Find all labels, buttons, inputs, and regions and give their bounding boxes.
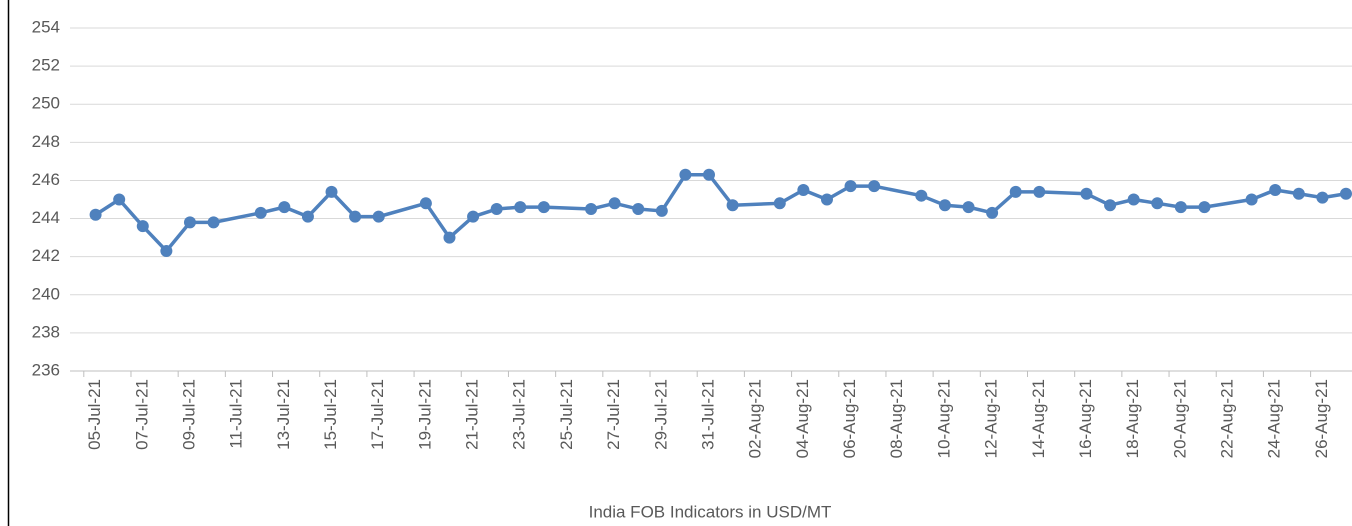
x-tick-label: 25-Jul-21 [557, 379, 576, 450]
x-tick-label: 19-Jul-21 [415, 379, 434, 450]
y-tick-label: 254 [32, 17, 60, 36]
data-point [1080, 187, 1093, 200]
data-point [89, 208, 102, 221]
x-tick-label: 29-Jul-21 [651, 379, 670, 450]
x-tick-label: 11-Jul-21 [227, 379, 246, 449]
data-point [254, 206, 267, 219]
y-tick-label: 246 [32, 170, 60, 189]
y-tick-label: 250 [32, 94, 60, 113]
data-point [679, 168, 692, 181]
x-tick-label: 24-Aug-21 [1265, 379, 1284, 458]
data-point [1316, 191, 1329, 204]
x-axis-title: India FOB Indicators in USD/MT [589, 502, 832, 521]
data-point [726, 199, 739, 212]
data-point [962, 201, 975, 214]
data-point [585, 203, 598, 216]
data-point [986, 206, 999, 219]
data-point [113, 193, 126, 206]
x-tick-label: 18-Aug-21 [1123, 379, 1142, 458]
data-point [514, 201, 527, 214]
y-tick-label: 236 [32, 360, 60, 379]
data-point [1198, 201, 1211, 214]
x-tick-label: 07-Jul-21 [132, 379, 151, 450]
data-point [703, 168, 715, 181]
x-tick-label: 26-Aug-21 [1312, 379, 1331, 458]
x-tick-label: 05-Jul-21 [85, 379, 104, 450]
data-point [1292, 187, 1305, 200]
data-point [655, 204, 668, 217]
data-point [160, 244, 173, 257]
data-point [490, 203, 503, 216]
data-point [1127, 193, 1140, 206]
y-tick-label: 244 [32, 208, 60, 227]
data-point [844, 180, 857, 193]
data-point [136, 220, 149, 233]
x-tick-label: 20-Aug-21 [1170, 379, 1189, 458]
x-tick-label: 10-Aug-21 [934, 379, 953, 458]
x-tick-label: 12-Aug-21 [982, 379, 1001, 458]
data-point [938, 199, 951, 212]
data-point [419, 197, 432, 210]
x-tick-label: 22-Aug-21 [1218, 379, 1237, 458]
data-point [467, 210, 480, 223]
x-tick-label: 14-Aug-21 [1029, 379, 1048, 458]
x-tick-label: 27-Jul-21 [604, 379, 623, 450]
y-tick-label: 252 [32, 56, 60, 75]
x-tick-label: 16-Aug-21 [1076, 379, 1095, 458]
x-tick-label: 13-Jul-21 [274, 379, 293, 450]
data-point [1340, 187, 1352, 200]
data-point [820, 193, 833, 206]
data-point [1151, 197, 1164, 210]
y-tick-label: 240 [32, 284, 60, 303]
x-tick-label: 09-Jul-21 [179, 379, 198, 450]
data-point [1033, 185, 1046, 198]
x-tick-label: 21-Jul-21 [463, 379, 482, 450]
y-tick-label: 238 [32, 322, 60, 341]
y-tick-label: 242 [32, 246, 60, 265]
data-point [278, 201, 291, 214]
data-point [915, 189, 928, 202]
data-point [301, 210, 314, 223]
data-point [1269, 183, 1282, 196]
data-point [868, 180, 881, 193]
x-tick-label: 04-Aug-21 [793, 379, 812, 458]
x-tick-label: 06-Aug-21 [840, 379, 859, 458]
x-tick-label: 31-Jul-21 [698, 379, 717, 450]
x-tick-label: 02-Aug-21 [746, 379, 765, 458]
data-point [372, 210, 385, 223]
x-tick-label: 17-Jul-21 [368, 379, 387, 450]
data-point [1245, 193, 1258, 206]
data-point [207, 216, 220, 229]
data-point [608, 197, 621, 210]
y-tick-label: 248 [32, 132, 60, 151]
x-tick-label: 15-Jul-21 [321, 379, 340, 450]
data-point [632, 203, 645, 216]
data-point [1104, 199, 1117, 212]
data-point [443, 231, 456, 244]
data-point [773, 197, 786, 210]
data-point [1174, 201, 1187, 214]
data-point [349, 210, 362, 223]
data-point [537, 201, 550, 214]
data-point [1009, 185, 1022, 198]
data-point [325, 185, 338, 198]
x-tick-label: 23-Jul-21 [510, 379, 529, 450]
x-tick-label: 08-Aug-21 [887, 379, 906, 458]
data-point [183, 216, 196, 229]
data-point [797, 183, 810, 196]
